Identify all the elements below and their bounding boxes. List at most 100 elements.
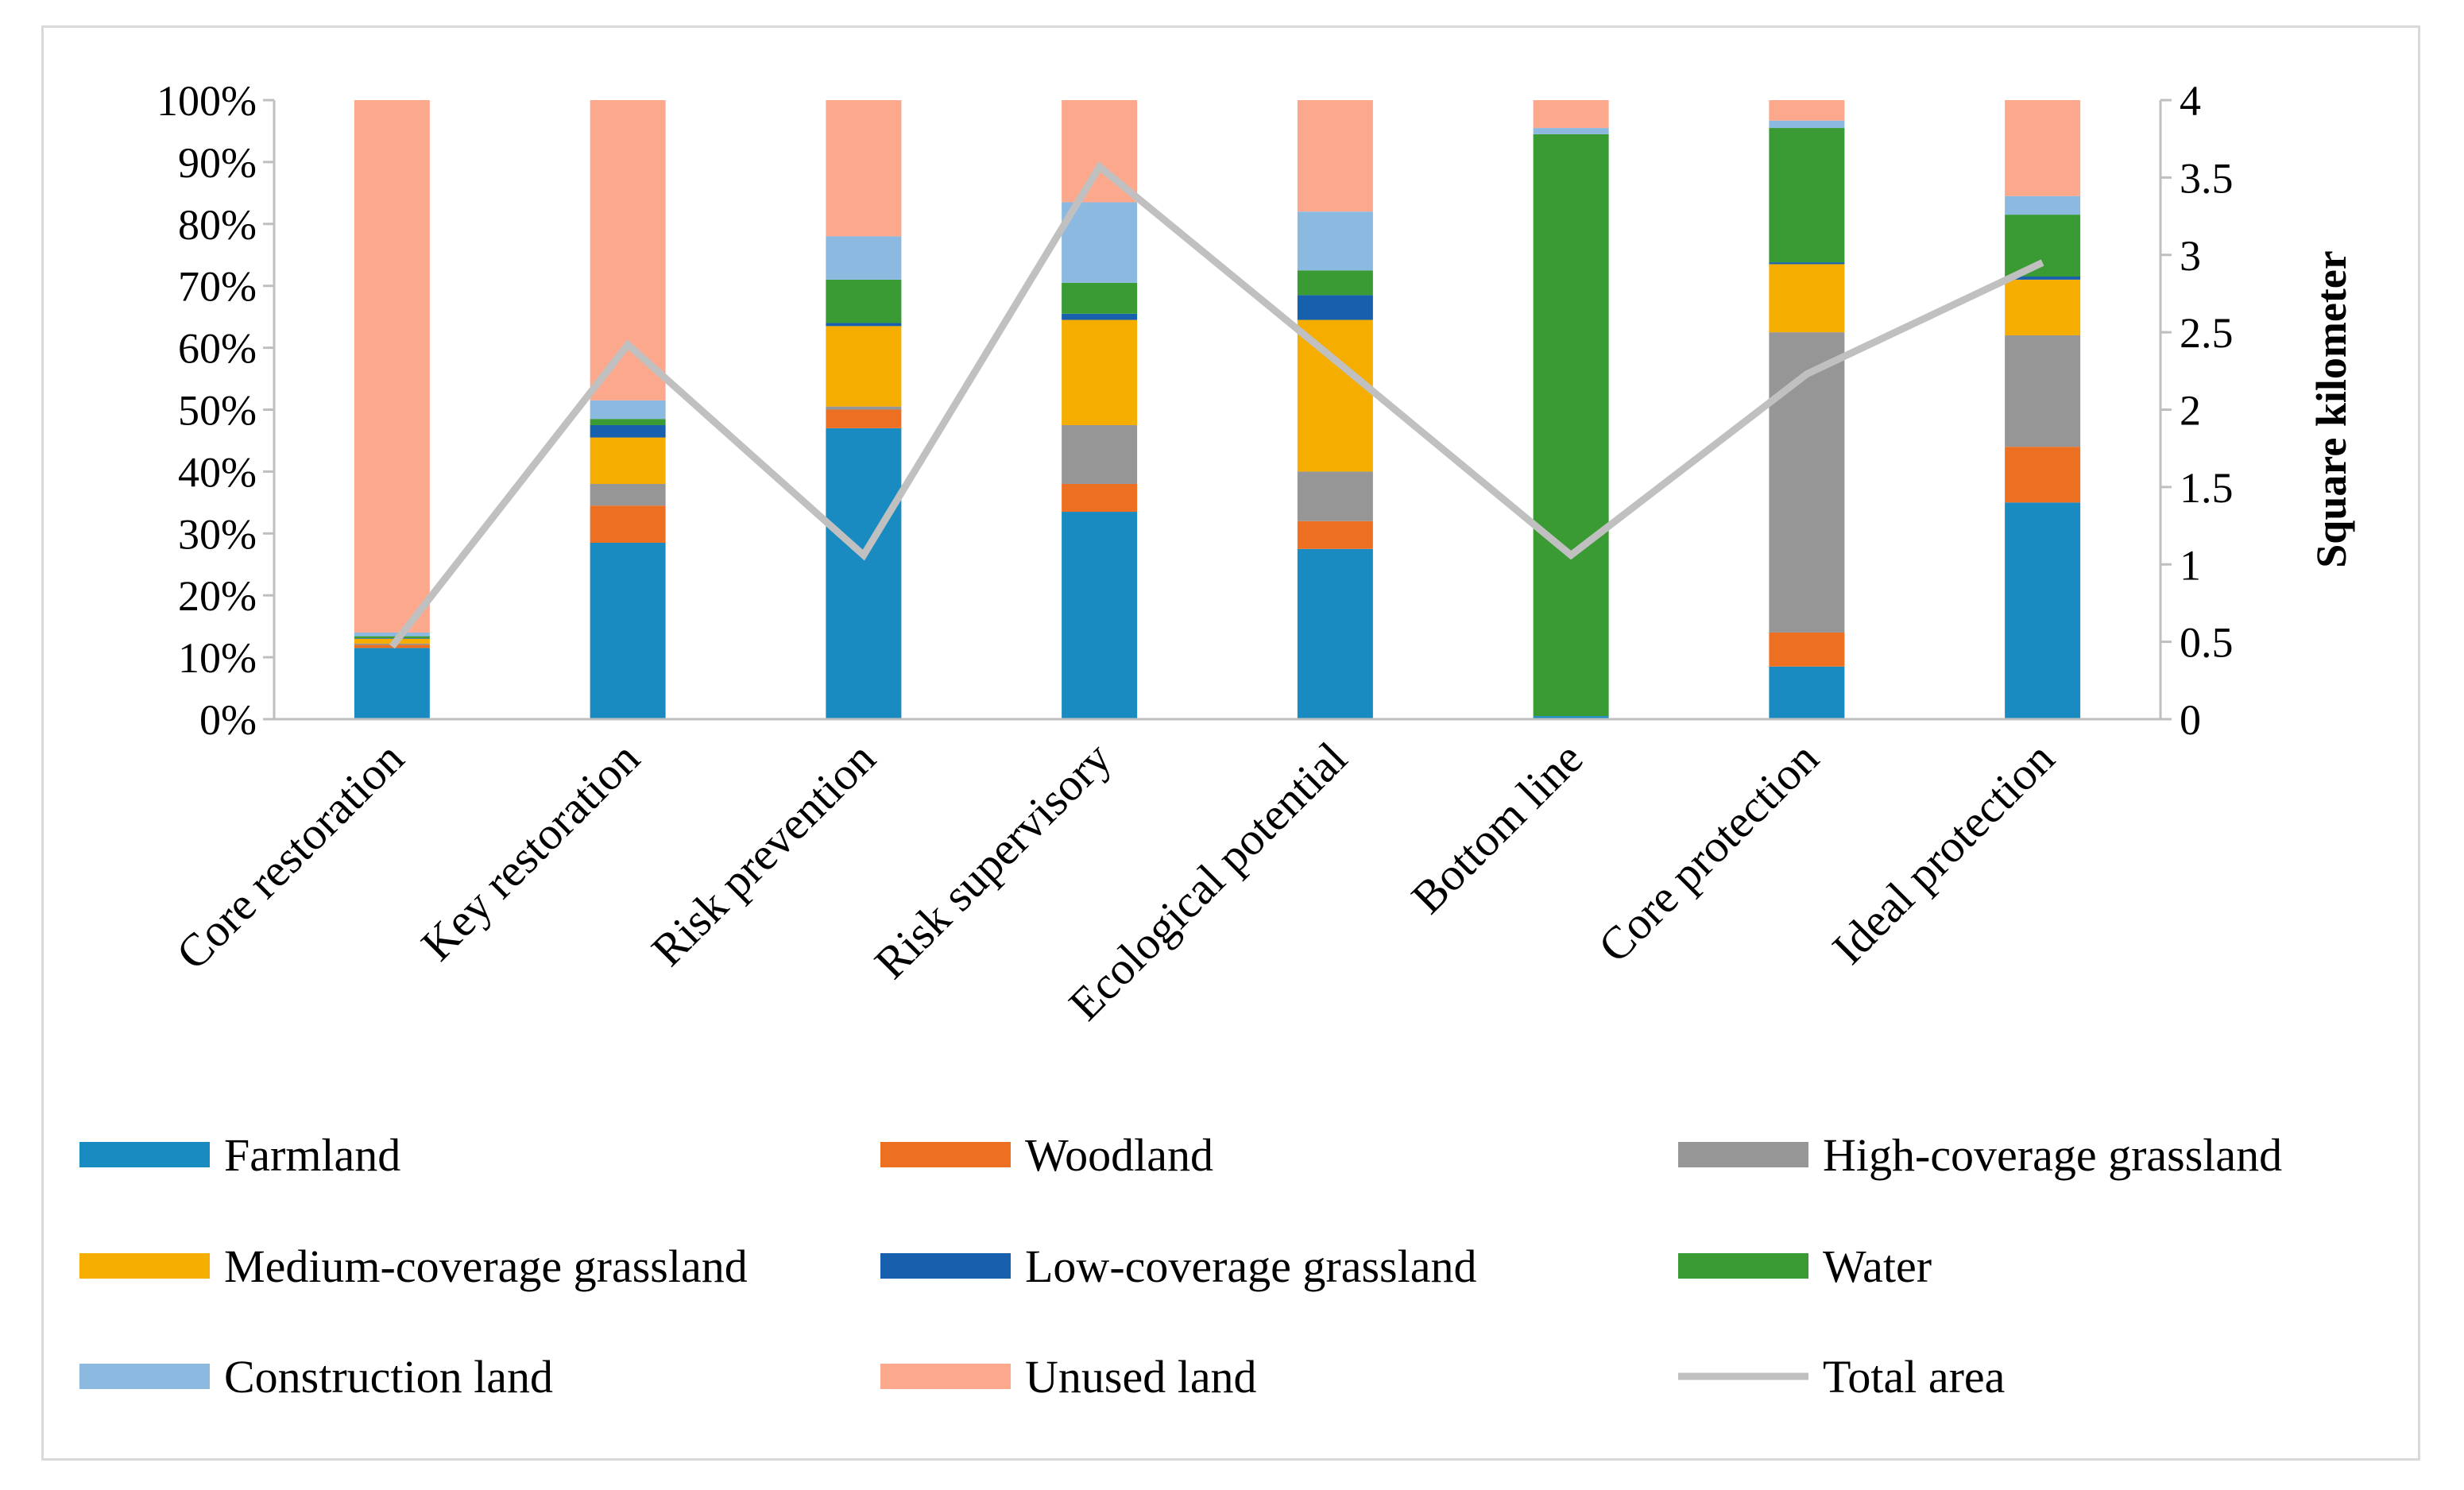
chart: 0%10%20%30%40%50%60%70%80%90%100%00.511.…	[0, 0, 2464, 1490]
bar-core-restoration-construction-land	[354, 633, 430, 637]
category-label-core-restoration: Core restoration	[166, 732, 413, 979]
bar-key-restoration-water	[590, 419, 666, 425]
right-tick-label: 2.5	[2180, 309, 2234, 357]
bar-risk-supervisory-woodland	[1062, 484, 1137, 512]
bar-ideal-protection-medium-coverage-grassland	[2005, 280, 2080, 335]
category-label-ideal-protection: Ideal protection	[1822, 732, 2064, 973]
legend-label-total-area: Total area	[1823, 1351, 2005, 1403]
category-label-risk-prevention: Risk prevention	[641, 732, 885, 976]
category-label-core-protection: Core protection	[1588, 732, 1828, 972]
bar-ideal-protection-construction-land	[2005, 196, 2080, 215]
left-tick-label: 80%	[178, 201, 257, 249]
bar-ideal-protection-water	[2005, 215, 2080, 277]
bar-ideal-protection-woodland	[2005, 447, 2080, 502]
bar-bottom-line-construction-land	[1534, 128, 1609, 134]
category-label-bottom-line: Bottom line	[1402, 732, 1593, 923]
bar-key-restoration-low-coverage-grassland	[590, 425, 666, 438]
right-tick-label: 0	[2180, 696, 2201, 744]
bar-risk-prevention-medium-coverage-grassland	[826, 326, 901, 406]
bar-core-restoration-water	[354, 637, 430, 638]
bar-bottom-line-water	[1534, 134, 1609, 716]
bar-risk-prevention-water	[826, 280, 901, 323]
left-tick-label: 30%	[178, 510, 257, 558]
bar-ideal-protection-high-coverage-grassland	[2005, 335, 2080, 447]
bar-ideal-protection-unused-land	[2005, 100, 2080, 196]
legend-label-water: Water	[1823, 1240, 1932, 1292]
legend-swatch-medium-coverage-grassland	[79, 1253, 210, 1279]
left-tick-label: 100%	[157, 77, 257, 125]
bar-risk-prevention-woodland	[826, 410, 901, 428]
legend-swatch-high-coverage-grassland	[1678, 1142, 1808, 1167]
bar-ecological-potential-low-coverage-grassland	[1298, 295, 1373, 319]
bar-risk-supervisory-farmland	[1062, 512, 1137, 719]
bar-risk-supervisory-medium-coverage-grassland	[1062, 320, 1137, 425]
bar-core-protection-unused-land	[1769, 100, 1844, 121]
left-tick-label: 10%	[178, 634, 257, 682]
legend-label-woodland: Woodland	[1025, 1129, 1213, 1181]
bar-key-restoration-unused-land	[590, 100, 666, 401]
right-tick-label: 3	[2180, 232, 2201, 280]
left-tick-label: 60%	[178, 325, 257, 373]
category-label-key-restoration: Key restoration	[411, 732, 649, 970]
bar-core-protection-medium-coverage-grassland	[1769, 264, 1844, 332]
bar-key-restoration-construction-land	[590, 401, 666, 419]
bar-risk-prevention-high-coverage-grassland	[826, 407, 901, 410]
left-tick-label: 0%	[199, 696, 257, 744]
secondary-axis-title: Square kilometer	[2307, 250, 2355, 567]
bar-risk-prevention-unused-land	[826, 100, 901, 236]
legend-label-low-coverage-grassland: Low-coverage grassland	[1025, 1240, 1476, 1292]
left-tick-label: 20%	[178, 572, 257, 620]
bar-risk-prevention-low-coverage-grassland	[826, 323, 901, 326]
bar-ecological-potential-farmland	[1298, 549, 1373, 719]
legend-swatch-construction-land	[79, 1364, 210, 1389]
bar-core-protection-farmland	[1769, 667, 1844, 719]
bar-risk-supervisory-water	[1062, 283, 1137, 314]
right-tick-label: 4	[2180, 77, 2201, 125]
legend-label-high-coverage-grassland: High-coverage grassland	[1823, 1129, 2282, 1181]
bar-ecological-potential-construction-land	[1298, 211, 1373, 270]
bar-core-restoration-unused-land	[354, 100, 430, 633]
bar-core-protection-water	[1769, 128, 1844, 262]
bar-key-restoration-medium-coverage-grassland	[590, 438, 666, 484]
legend-label-unused-land: Unused land	[1025, 1351, 1257, 1403]
bar-key-restoration-high-coverage-grassland	[590, 484, 666, 505]
bar-core-protection-construction-land	[1769, 121, 1844, 128]
right-tick-label: 0.5	[2180, 619, 2234, 667]
legend: Farmland Woodland High-coverage grassland M…	[79, 1129, 2282, 1403]
legend-swatch-water	[1678, 1253, 1808, 1279]
bar-risk-supervisory-high-coverage-grassland	[1062, 425, 1137, 484]
bars-layer	[354, 100, 2080, 719]
right-tick-label: 2	[2180, 387, 2201, 435]
legend-swatch-low-coverage-grassland	[880, 1253, 1011, 1279]
left-tick-label: 70%	[178, 263, 257, 311]
right-tick-label: 1.5	[2180, 464, 2234, 512]
ticks-layer: 0% 10% 20% 30% 40% 50% 60% 70% 80% 90% 100% 0 0.5 1 1.…	[157, 77, 2233, 744]
bar-ecological-potential-water	[1298, 270, 1373, 295]
bar-ecological-potential-high-coverage-grassland	[1298, 471, 1373, 521]
legend-label-farmland: Farmland	[224, 1129, 400, 1181]
legend-swatch-farmland	[79, 1142, 210, 1167]
bar-risk-prevention-construction-land	[826, 236, 901, 280]
right-tick-label: 3.5	[2180, 154, 2234, 202]
legend-label-medium-coverage-grassland: Medium-coverage grassland	[224, 1240, 748, 1292]
bar-bottom-line-unused-land	[1534, 100, 1609, 128]
bar-key-restoration-woodland	[590, 505, 666, 543]
left-tick-label: 40%	[178, 448, 257, 496]
legend-swatch-woodland	[880, 1142, 1011, 1167]
axes-layer	[274, 100, 2160, 719]
legend-label-construction-land: Construction land	[224, 1351, 553, 1403]
bar-core-restoration-farmland	[354, 648, 430, 719]
category-label-risk-supervisory: Risk supervisory	[865, 732, 1121, 989]
bar-core-protection-low-coverage-grassland	[1769, 262, 1844, 264]
bar-key-restoration-farmland	[590, 543, 666, 719]
bar-core-protection-woodland	[1769, 633, 1844, 667]
bar-ecological-potential-woodland	[1298, 521, 1373, 549]
bar-risk-prevention-farmland	[826, 428, 901, 719]
bar-core-restoration-low-coverage-grassland	[354, 638, 430, 639]
right-tick-label: 1	[2180, 541, 2201, 589]
legend-swatch-unused-land	[880, 1364, 1011, 1389]
left-tick-label: 90%	[178, 139, 257, 187]
bar-risk-supervisory-low-coverage-grassland	[1062, 314, 1137, 320]
bar-ecological-potential-unused-land	[1298, 100, 1373, 211]
